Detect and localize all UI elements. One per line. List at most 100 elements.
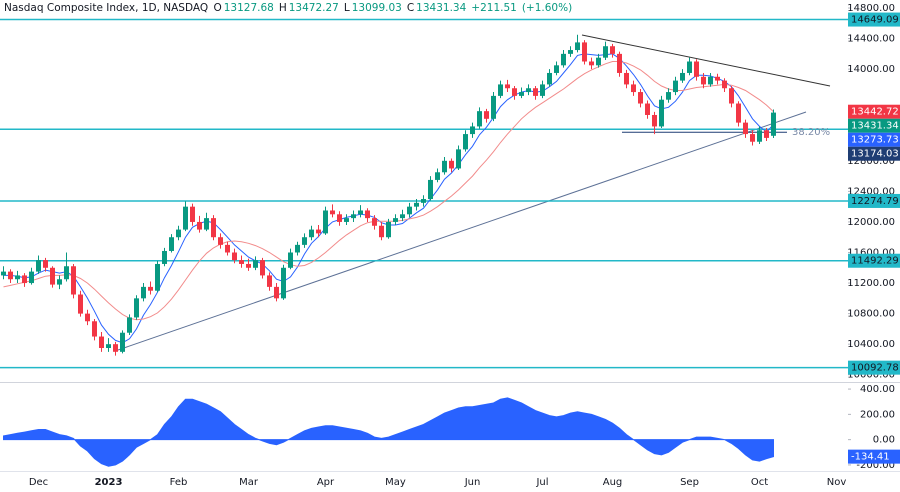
candle-body	[442, 160, 447, 173]
price-label-box	[848, 253, 900, 268]
descending-trendline	[581, 34, 831, 87]
candle-body	[372, 218, 377, 226]
candle-body	[554, 65, 559, 73]
ohlc-value: 13472.27	[288, 2, 339, 14]
y-tick-label: 10000.00	[847, 370, 895, 381]
candle-body	[379, 225, 384, 238]
y-tick-label: -200.00	[856, 460, 895, 471]
candle-body	[519, 92, 524, 96]
candle-body	[449, 160, 454, 169]
candle-body	[92, 321, 97, 337]
y-tick-label: 14800.00	[847, 3, 895, 14]
candle-body	[736, 103, 741, 123]
candle-body	[512, 88, 517, 96]
ohlc-label: L	[343, 2, 350, 14]
candle-body	[533, 88, 538, 96]
x-tick-label: Oct	[751, 477, 768, 488]
candle-body	[337, 214, 342, 222]
price-label-box	[848, 118, 900, 133]
oscillator-area	[3, 397, 774, 467]
change-value: +211.51	[471, 2, 517, 14]
candle-body	[645, 103, 650, 115]
candle-body	[505, 84, 510, 89]
candle-body	[64, 266, 69, 280]
candle-body	[183, 206, 188, 230]
candle-body	[547, 72, 552, 85]
candle-body	[309, 229, 314, 238]
candle-body	[708, 76, 713, 85]
candle-body	[197, 221, 202, 230]
candle-body	[729, 88, 734, 104]
candle-body	[491, 95, 496, 119]
candle-body	[526, 88, 531, 93]
candle-body	[50, 267, 55, 285]
candle-body	[169, 237, 174, 251]
change-percent: (+1.60%)	[521, 2, 573, 14]
price-label: 13273.73	[851, 135, 899, 146]
price-label-box	[848, 104, 900, 119]
y-tick-label: 12800.00	[847, 156, 895, 167]
candle-body	[302, 237, 307, 245]
ohlc-value: 13099.03	[351, 2, 402, 14]
candle-body	[470, 126, 475, 135]
candle-body	[477, 111, 482, 127]
price-label: 13442.72	[851, 107, 899, 118]
x-tick-label: Nov	[827, 477, 847, 488]
candle-body	[701, 76, 706, 85]
y-tick-label: 10400.00	[847, 339, 895, 350]
candle-body	[155, 263, 160, 291]
candle-body	[316, 229, 321, 234]
last-value-label: -134.41	[851, 452, 890, 463]
candle-body	[603, 46, 608, 58]
y-tick-label: 12000.00	[847, 217, 895, 228]
candle-body	[715, 76, 720, 81]
y-tick-label: 12400.00	[847, 186, 895, 197]
y-tick-label: 10800.00	[847, 309, 895, 320]
candle-body	[365, 210, 370, 219]
candle-body	[134, 298, 139, 318]
candle-body	[568, 50, 573, 54]
candle-body	[617, 53, 622, 73]
candle-body	[358, 210, 363, 215]
candle-body	[771, 112, 776, 136]
candle-body	[631, 84, 636, 93]
candle-body	[652, 114, 657, 127]
y-tick-label: 11600.00	[847, 248, 895, 259]
x-tick-label: Jul	[535, 477, 548, 488]
candle-body	[71, 266, 76, 295]
candle-body	[624, 72, 629, 85]
x-tick-label: Jun	[464, 477, 481, 488]
candle-body	[22, 275, 27, 284]
candle-body	[99, 336, 104, 349]
candle-body	[638, 92, 643, 104]
candle-body	[57, 279, 62, 285]
candle-body	[407, 206, 412, 215]
ohlc-value: 13431.34	[416, 2, 467, 14]
candle-body	[456, 149, 461, 169]
candle-body	[589, 61, 594, 66]
candle-body	[750, 134, 755, 142]
candle-body	[295, 244, 300, 253]
last-value-box	[848, 449, 900, 464]
candle-body	[36, 260, 41, 272]
candle-body	[267, 275, 272, 287]
candle-body	[1, 271, 6, 276]
fib-label: 38.20%	[792, 127, 830, 138]
candle-body	[694, 61, 699, 77]
price-label: 13431.34	[851, 121, 899, 132]
candle-body	[540, 84, 545, 96]
candle-body	[29, 271, 34, 284]
y-tick-label: 14400.00	[847, 34, 895, 45]
candle-body	[687, 61, 692, 73]
candle-body	[610, 46, 615, 54]
candle-body	[743, 122, 748, 135]
candle-body	[127, 317, 132, 333]
candle-body	[176, 229, 181, 238]
y-tick-label: 11200.00	[847, 278, 895, 289]
moving-average-line	[3, 53, 774, 344]
x-tick-label: May	[385, 477, 406, 488]
candle-body	[253, 260, 258, 268]
candle-body	[673, 80, 678, 93]
candle-body	[386, 221, 391, 238]
